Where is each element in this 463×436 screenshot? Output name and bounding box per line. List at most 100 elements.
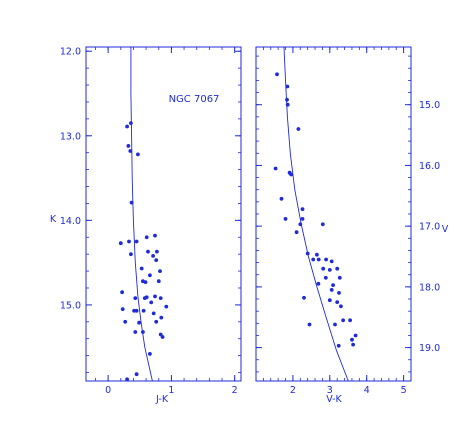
y-tick-label-left: 13.0 bbox=[60, 131, 81, 142]
y-tick-label-left: 14.0 bbox=[60, 216, 81, 227]
data-point-right bbox=[296, 127, 301, 131]
data-point-left bbox=[159, 315, 164, 320]
data-point-left bbox=[155, 249, 159, 254]
data-point-left bbox=[151, 254, 156, 258]
data-point-left bbox=[158, 296, 163, 300]
data-point-left bbox=[123, 319, 128, 324]
data-point-right bbox=[315, 252, 319, 257]
data-point-left bbox=[134, 372, 139, 377]
x-tick-label-right: 4 bbox=[364, 385, 370, 396]
cluster-annotation: NGC 7067 bbox=[169, 94, 220, 105]
data-point-right bbox=[333, 322, 337, 327]
data-point-right bbox=[298, 222, 303, 227]
data-point-left bbox=[126, 144, 131, 148]
y-axis-label-k: K bbox=[50, 214, 57, 225]
data-point-left bbox=[154, 319, 159, 324]
isochrone-curve-right bbox=[283, 46, 349, 382]
data-point-left bbox=[133, 330, 138, 334]
data-point-right bbox=[337, 275, 342, 280]
data-point-right bbox=[353, 333, 358, 338]
data-point-left bbox=[153, 294, 157, 299]
data-point-left bbox=[137, 320, 142, 325]
data-point-left bbox=[127, 239, 131, 244]
data-point-right bbox=[350, 337, 354, 342]
data-point-right bbox=[320, 222, 325, 227]
data-point-right bbox=[302, 295, 306, 300]
data-point-right bbox=[348, 318, 352, 323]
data-point-left bbox=[148, 352, 152, 356]
x-tick-label-right: 5 bbox=[401, 385, 407, 396]
x-axis-label-vk: V-K bbox=[326, 394, 342, 405]
data-point-right bbox=[327, 268, 332, 272]
x-tick-label-right: 2 bbox=[290, 385, 296, 396]
data-point-left bbox=[153, 233, 157, 238]
data-point-left bbox=[143, 280, 148, 284]
data-point-right bbox=[341, 318, 345, 323]
data-point-right bbox=[285, 84, 290, 89]
data-point-right bbox=[285, 97, 289, 102]
data-point-right bbox=[300, 207, 305, 212]
data-point-left bbox=[164, 304, 169, 309]
x-axis-label-jk: J-K bbox=[155, 394, 169, 405]
y-axis-label-v: V bbox=[442, 224, 449, 235]
data-point-right bbox=[323, 275, 328, 280]
y-tick-label-right: 19.0 bbox=[419, 343, 440, 354]
x-tick-label-left: 0 bbox=[105, 385, 111, 396]
data-point-left bbox=[148, 273, 152, 278]
data-point-left bbox=[144, 235, 149, 240]
data-point-right bbox=[327, 298, 332, 303]
data-point-right bbox=[321, 266, 326, 271]
data-point-left bbox=[128, 149, 133, 153]
data-point-left bbox=[134, 308, 139, 313]
y-tick-label-right: 15.0 bbox=[419, 100, 440, 111]
data-point-left bbox=[125, 124, 129, 129]
panel-right-vk: V-K V 2 3 4 5 15.0 16.0 17.0 18.0 19.0 bbox=[255, 46, 449, 405]
data-point-left bbox=[146, 249, 150, 254]
data-point-right bbox=[316, 281, 321, 286]
y-tick-label-right: 17.0 bbox=[419, 222, 440, 233]
plot-frame-right bbox=[255, 46, 412, 382]
data-point-left bbox=[151, 311, 156, 316]
data-point-left bbox=[129, 121, 133, 125]
data-point-left bbox=[160, 335, 165, 339]
data-point-left bbox=[136, 152, 140, 157]
panel-left-jk: NGC 7067 J-K K 0 1 2 12.0 13.0 14.0 15.0 bbox=[50, 46, 242, 405]
data-point-right bbox=[294, 230, 299, 235]
data-point-right bbox=[275, 72, 279, 77]
data-point-right bbox=[324, 257, 328, 262]
data-point-right bbox=[311, 257, 316, 262]
y-tick-label-right: 16.0 bbox=[419, 161, 440, 172]
data-point-left bbox=[125, 377, 129, 382]
data-point-left bbox=[133, 296, 138, 300]
data-point-left bbox=[139, 266, 144, 271]
data-point-left bbox=[149, 300, 154, 305]
data-point-right bbox=[329, 259, 334, 264]
plot-frame-left bbox=[85, 46, 242, 382]
y-tick-label-right: 18.0 bbox=[419, 282, 440, 293]
data-point-left bbox=[156, 279, 161, 284]
data-point-right bbox=[316, 257, 321, 262]
data-point-right bbox=[337, 291, 341, 295]
x-tick-label-left: 1 bbox=[168, 385, 174, 396]
data-point-right bbox=[300, 217, 305, 221]
data-point-right bbox=[279, 196, 284, 201]
data-point-right bbox=[351, 342, 355, 347]
y-tick-label-left: 15.0 bbox=[60, 300, 81, 311]
data-point-left bbox=[154, 258, 159, 262]
x-tick-label-right: 3 bbox=[327, 385, 333, 396]
x-tick-label-left: 2 bbox=[232, 385, 238, 396]
data-point-right bbox=[335, 300, 340, 304]
data-point-left bbox=[144, 295, 149, 300]
data-point-right bbox=[285, 102, 290, 107]
data-point-left bbox=[141, 330, 145, 334]
y-tick-label-left: 12.0 bbox=[60, 47, 81, 58]
data-point-right bbox=[335, 266, 340, 271]
data-point-right bbox=[289, 172, 293, 177]
data-point-right bbox=[329, 288, 334, 292]
data-point-right bbox=[307, 322, 312, 327]
data-point-right bbox=[283, 217, 288, 221]
data-point-right bbox=[273, 166, 278, 171]
data-point-left bbox=[120, 290, 124, 295]
data-point-right bbox=[339, 304, 343, 309]
